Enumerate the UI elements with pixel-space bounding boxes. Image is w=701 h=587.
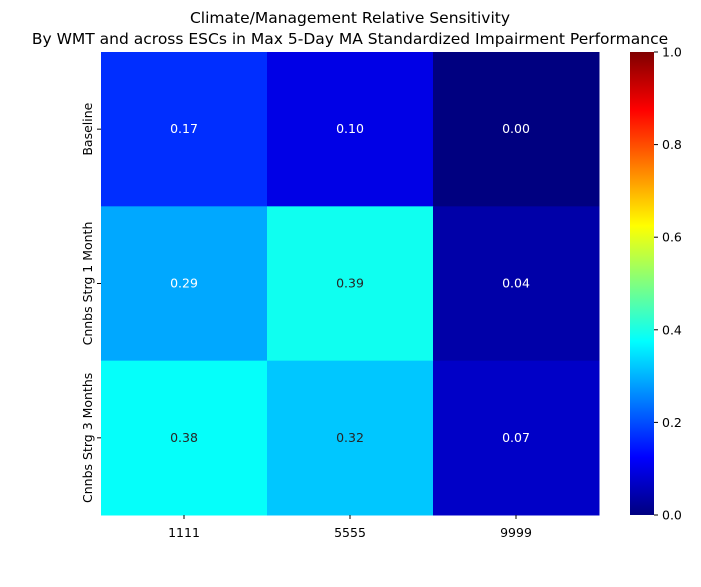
heatmap-cell	[267, 52, 434, 207]
x-tick-label: 9999	[500, 525, 532, 540]
colorbar-tick-label: 0.6	[662, 230, 682, 245]
colorbar-gradient	[630, 52, 654, 515]
heatmap-cell	[267, 206, 434, 362]
heatmap-cell	[433, 206, 600, 362]
chart-subtitle: By WMT and across ESCs in Max 5-Day MA S…	[32, 30, 668, 48]
colorbar-tick-label: 0.4	[662, 322, 682, 337]
cell-value-label: 0.00	[502, 121, 530, 136]
colorbar-tick-label: 0.8	[662, 137, 682, 152]
chart-title: Climate/Management Relative Sensitivity	[190, 9, 510, 27]
heatmap-cell	[433, 52, 600, 207]
y-tick-label: Cnnbs Strg 1 Month	[80, 222, 95, 346]
heatmap-cell	[101, 52, 268, 207]
cell-value-label: 0.29	[170, 275, 198, 290]
colorbar: 0.0 0.2 0.4 0.6 0.8 1.0	[630, 45, 682, 522]
cell-value-label: 0.39	[336, 275, 364, 290]
colorbar-tick-label: 1.0	[662, 45, 682, 60]
colorbar-tick-label: 0.2	[662, 415, 682, 430]
x-tick-label: 5555	[334, 525, 366, 540]
heatmap-cells: 0.17 0.10 0.00 0.29 0.39 0.04 0.38 0.32 0.07	[101, 52, 600, 516]
heatmap-cell	[267, 360, 434, 516]
y-axis: Baseline Cnnbs Strg 1 Month Cnnbs Strg 3 M…	[80, 102, 101, 503]
heatmap-cell	[101, 206, 268, 362]
colorbar-tick-label: 0.0	[662, 507, 682, 522]
cell-value-label: 0.07	[502, 430, 530, 445]
y-tick-label: Cnnbs Strg 3 Months	[80, 373, 95, 503]
y-tick-label: Baseline	[80, 102, 95, 155]
x-axis: 1111 5555 9999	[168, 514, 532, 540]
heatmap-cell	[433, 360, 600, 516]
x-tick-label: 1111	[168, 525, 200, 540]
cell-value-label: 0.32	[336, 430, 364, 445]
cell-value-label: 0.17	[170, 121, 198, 136]
heatmap-cell	[101, 360, 268, 516]
cell-value-label: 0.04	[502, 275, 530, 290]
cell-value-label: 0.10	[336, 121, 364, 136]
cell-value-label: 0.38	[170, 430, 198, 445]
